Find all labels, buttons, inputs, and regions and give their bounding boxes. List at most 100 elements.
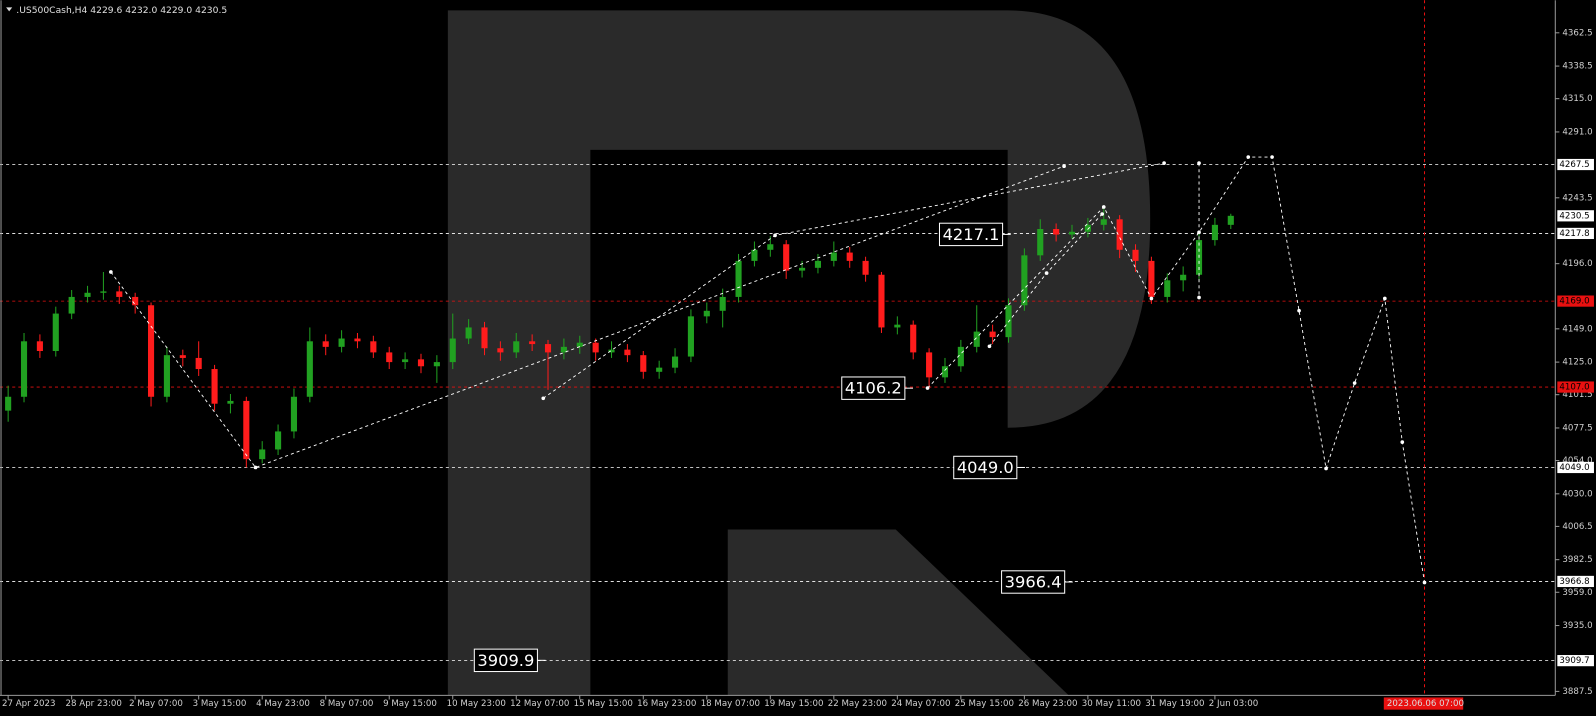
candle-body: [497, 348, 504, 353]
y-tick-label: 4054.0: [1562, 456, 1592, 466]
level-tag: [1557, 227, 1594, 240]
y-tick-label: 4149.0: [1562, 324, 1592, 334]
level-label: 4230.5: [1559, 211, 1589, 221]
candle-body: [799, 267, 806, 271]
level-tag: [1557, 210, 1594, 222]
candle-body: [1053, 228, 1060, 235]
level-label: 3966.8: [1559, 577, 1589, 587]
x-tick-label: 25 May 15:00: [955, 699, 1014, 709]
candle-body: [1132, 249, 1139, 261]
level-tag: [1557, 655, 1594, 667]
candle-body: [719, 296, 726, 311]
candle-body: [1084, 224, 1091, 232]
candle-body: [735, 260, 742, 297]
candle-body: [814, 260, 822, 268]
y-tick-label: 4030.0: [1562, 489, 1592, 499]
y-tick-label: 3982.5: [1562, 555, 1592, 565]
time-marker-label: 2023.06.06 07:00: [1387, 699, 1464, 709]
candle-body: [529, 341, 536, 345]
candle-body: [36, 341, 43, 352]
level-tag: [1557, 295, 1594, 307]
level-label: 4107.0: [1559, 383, 1589, 393]
candle-body: [1211, 224, 1218, 241]
y-tick-label: 4243.5: [1562, 193, 1592, 203]
candle-body: [275, 431, 282, 450]
wave-line: [927, 156, 1425, 583]
annotation-label: 4106.2: [845, 379, 902, 398]
candle-body: [624, 349, 631, 356]
level-label: 4267.5: [1559, 160, 1589, 170]
candle-body: [1100, 219, 1107, 225]
y-tick-label: 3959.0: [1562, 588, 1592, 598]
wave-line: [110, 165, 1065, 469]
wave-point: [1382, 296, 1387, 301]
candle-body: [656, 367, 663, 372]
x-tick-label: 22 May 23:00: [828, 699, 887, 709]
wave-point: [987, 344, 992, 349]
candle-body: [116, 291, 123, 297]
candle-body: [1037, 228, 1044, 256]
wave-point: [1062, 164, 1066, 169]
level-tag: [1557, 461, 1594, 474]
wave-point: [109, 270, 113, 274]
wave-point: [1400, 440, 1405, 444]
candle-body: [1164, 280, 1171, 297]
candle-body: [386, 352, 393, 363]
candle-body: [402, 359, 409, 363]
candle-body: [290, 396, 298, 432]
candle-body: [354, 338, 361, 342]
x-tick-label: 24 May 07:00: [891, 699, 950, 709]
level-label: 3909.7: [1559, 656, 1589, 666]
candle-body: [989, 331, 996, 338]
candle-body: [783, 244, 790, 271]
wave-point: [1162, 161, 1166, 165]
candle-body: [592, 342, 599, 353]
wave-point: [1246, 155, 1251, 159]
candle-body: [100, 291, 107, 293]
candle-body: [926, 352, 933, 378]
annotation-label: 3966.4: [1005, 573, 1062, 592]
watermark: [447, 10, 1151, 696]
candle-body: [941, 366, 949, 378]
plot: [0, 0, 1556, 696]
wave-point: [541, 396, 546, 401]
candle-body: [973, 331, 980, 347]
x-tick-label: 26 May 23:00: [1018, 699, 1077, 709]
wave-point: [1197, 161, 1201, 165]
candle-body: [243, 400, 250, 460]
level-label: 4169.0: [1559, 297, 1589, 307]
candle-body: [957, 346, 964, 367]
wave-point: [1422, 580, 1427, 585]
candle-body: [338, 338, 345, 347]
candle-body: [179, 355, 186, 358]
candle-body: [576, 342, 583, 347]
x-tick-label: 9 May 15:00: [383, 699, 437, 709]
x-tick-label: 31 May 19:00: [1145, 699, 1204, 709]
candle-body: [544, 344, 552, 353]
wave-point: [1044, 271, 1049, 275]
annotation-label: 4217.1: [943, 225, 1000, 244]
candle-body: [560, 346, 567, 353]
chart-title: .US500Cash,H4 4229.6 4232.0 4229.0 4230.…: [16, 5, 227, 16]
candle-body: [370, 341, 377, 353]
y-tick-label: 4291.0: [1562, 127, 1592, 137]
level-label: 4049.0: [1559, 463, 1589, 473]
candle-body: [5, 396, 12, 411]
candle-body: [687, 316, 694, 357]
x-tick-label: 30 May 11:00: [1082, 699, 1141, 709]
candle-body: [163, 355, 170, 397]
candle-body: [1227, 215, 1234, 225]
candle-body: [147, 305, 155, 397]
y-tick-label: 4362.5: [1562, 28, 1592, 38]
y-tick-label: 4315.0: [1562, 94, 1592, 104]
watermark-bowl: [447, 10, 1151, 696]
candle-body: [227, 400, 234, 404]
watermark-leg: [727, 529, 1069, 696]
wave-point: [1352, 381, 1357, 385]
wave-point: [773, 233, 777, 238]
candle-body: [322, 341, 329, 347]
candle-body: [703, 310, 710, 317]
candle-body: [608, 349, 615, 353]
